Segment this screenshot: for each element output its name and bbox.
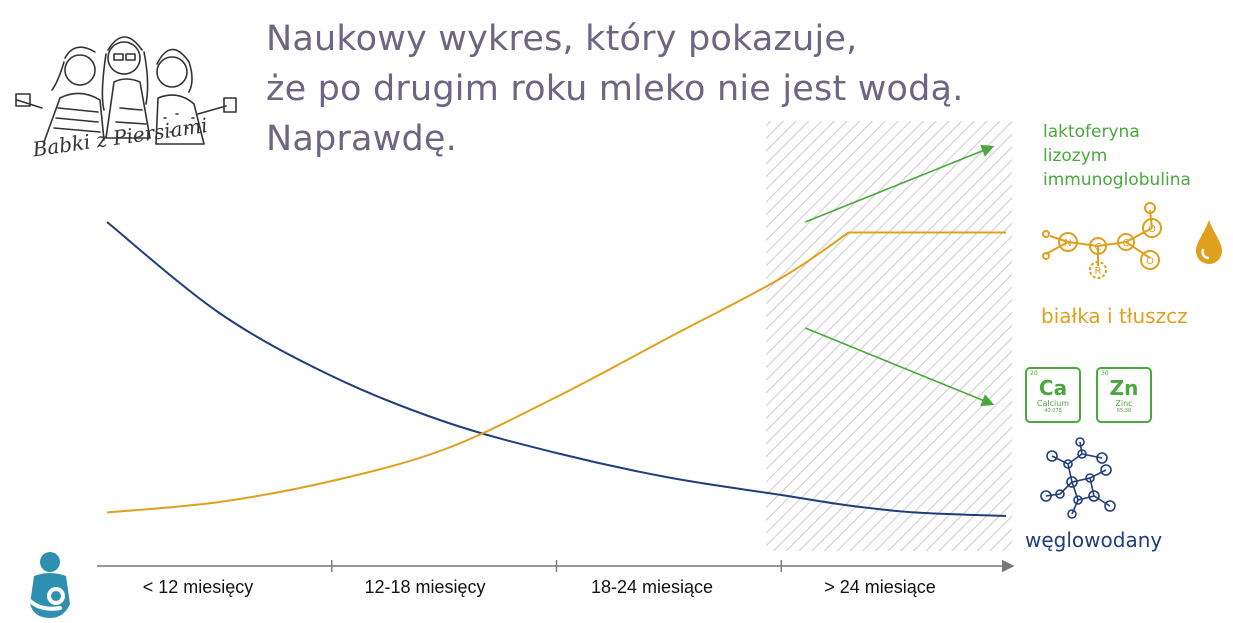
x-tick-label: 18-24 miesiące [590, 577, 714, 597]
page-title: Naukowy wykres, który pokazuje, że po dr… [266, 14, 1026, 164]
factor-lysozyme: lizozym [1043, 146, 1108, 166]
x-tick-label: > 24 miesiące [824, 577, 936, 597]
svg-text:C: C [1095, 242, 1102, 253]
svg-text:O: O [1148, 224, 1156, 235]
breastfeeding-icon [22, 552, 70, 618]
proteins-fats-series-line [106, 231, 1006, 514]
x-tick-label: < 12 miesięcy [142, 577, 254, 597]
carbohydrates-label: węglowodany [1025, 528, 1163, 552]
decrease-trend-arrow [804, 327, 995, 407]
fat-drop-icon [1196, 220, 1222, 264]
zinc-element-tile: 30 Zn Zinc 65.38 [1096, 367, 1152, 423]
amino-acid-molecule-icon: N C C O O R [1042, 202, 1162, 279]
x-tick-label: 12-18 miesięcy [364, 577, 486, 597]
carbohydrates-series-line [106, 221, 1007, 517]
title-line-2: że po drugim roku mleko nie jest wodą. [266, 69, 964, 109]
carbohydrate-molecule-icon [1040, 437, 1116, 519]
svg-text:R: R [1095, 266, 1102, 277]
svg-text:C: C [1123, 238, 1130, 249]
calcium-name: Calcium [1036, 399, 1070, 408]
increase-trend-arrow [804, 144, 995, 223]
title-line-3: Naprawdę. [266, 119, 457, 159]
calcium-number: 20 [1030, 370, 1038, 377]
zinc-symbol: Zn [1109, 376, 1139, 400]
after-24-months-highlight [766, 121, 1012, 551]
zinc-name: Zinc [1115, 399, 1133, 408]
factor-immunoglobulin: immunoglobulina [1043, 170, 1191, 190]
title-line-1: Naukowy wykres, który pokazuje, [266, 19, 858, 59]
bioactive-factors-list: laktoferyna lizozym immunoglobulina [1043, 120, 1191, 192]
calcium-element-tile: 20 Ca Calcium 40.078 [1025, 367, 1081, 423]
svg-text:O: O [1146, 256, 1154, 267]
zinc-number: 30 [1101, 370, 1109, 377]
calcium-mass: 40.078 [1044, 408, 1062, 414]
proteins-fats-label: białka i tłuszcz [1041, 304, 1188, 328]
babki-logo: Babki z Piersiami [15, 36, 237, 158]
factor-lactoferrin: laktoferyna [1043, 122, 1140, 142]
zinc-mass: 65.38 [1116, 408, 1132, 414]
calcium-symbol: Ca [1038, 376, 1068, 400]
svg-text:N: N [1064, 238, 1071, 249]
